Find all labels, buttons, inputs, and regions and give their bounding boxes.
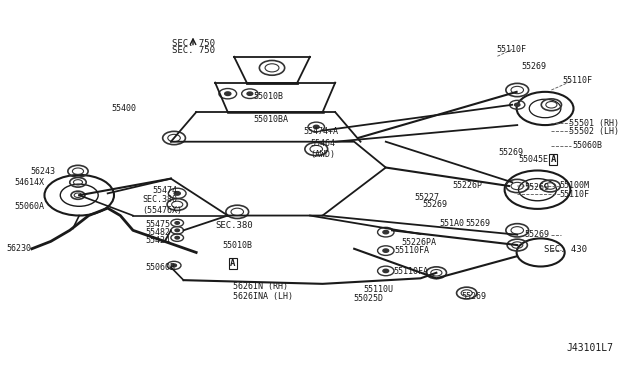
Text: 55502 (LH): 55502 (LH) bbox=[569, 127, 619, 136]
Text: 56243: 56243 bbox=[31, 167, 56, 176]
Text: 55227: 55227 bbox=[414, 193, 439, 202]
Circle shape bbox=[515, 103, 520, 106]
Text: 55269: 55269 bbox=[461, 292, 486, 301]
Text: 55060B: 55060B bbox=[146, 263, 175, 272]
Text: 55025D: 55025D bbox=[354, 294, 384, 303]
Text: 55482: 55482 bbox=[146, 228, 171, 237]
Text: 56230: 56230 bbox=[7, 244, 32, 253]
Text: 55010B: 55010B bbox=[222, 241, 252, 250]
Text: 55100M: 55100M bbox=[559, 182, 589, 190]
Text: 55110F: 55110F bbox=[497, 45, 526, 54]
Text: 55110U: 55110U bbox=[364, 285, 394, 294]
Circle shape bbox=[225, 92, 231, 96]
Text: 55110F: 55110F bbox=[559, 190, 589, 199]
Circle shape bbox=[172, 264, 177, 267]
Circle shape bbox=[247, 92, 253, 95]
Text: 55226PA: 55226PA bbox=[401, 238, 436, 247]
Text: 55045E: 55045E bbox=[518, 155, 548, 164]
Text: 55269: 55269 bbox=[525, 183, 550, 192]
Circle shape bbox=[383, 231, 388, 234]
Circle shape bbox=[383, 269, 388, 273]
Circle shape bbox=[383, 249, 388, 252]
Text: 55010BA: 55010BA bbox=[253, 115, 288, 124]
Circle shape bbox=[174, 192, 180, 195]
Circle shape bbox=[314, 125, 319, 129]
Circle shape bbox=[175, 222, 179, 224]
Text: 55474: 55474 bbox=[152, 186, 177, 195]
Text: 551A0: 551A0 bbox=[440, 219, 465, 228]
Text: 55110FA: 55110FA bbox=[395, 246, 429, 255]
Text: 55269: 55269 bbox=[525, 230, 550, 239]
Text: 55269: 55269 bbox=[522, 61, 547, 71]
Text: 55501 (RH): 55501 (RH) bbox=[569, 119, 619, 128]
Text: 55269: 55269 bbox=[422, 200, 447, 209]
Text: 55269: 55269 bbox=[465, 219, 490, 228]
Text: 55110FA: 55110FA bbox=[394, 267, 428, 276]
Text: SEC. 430: SEC. 430 bbox=[544, 245, 587, 254]
Text: 55424: 55424 bbox=[146, 236, 171, 245]
Circle shape bbox=[175, 229, 179, 232]
Text: 55464
(AWD): 55464 (AWD) bbox=[310, 140, 335, 159]
Circle shape bbox=[175, 236, 179, 239]
Text: 55400: 55400 bbox=[111, 104, 136, 113]
Text: 55010B: 55010B bbox=[253, 92, 283, 101]
Text: 55474+A: 55474+A bbox=[303, 127, 339, 136]
Text: SEC. 750: SEC. 750 bbox=[172, 39, 214, 48]
Text: A: A bbox=[550, 155, 556, 164]
Text: 55060A: 55060A bbox=[15, 202, 44, 211]
Text: 55060B: 55060B bbox=[572, 141, 602, 150]
Text: 54614X: 54614X bbox=[15, 178, 44, 187]
Text: SEC.380: SEC.380 bbox=[215, 221, 253, 230]
Text: J43101L7: J43101L7 bbox=[566, 343, 613, 353]
Text: SEC. 750: SEC. 750 bbox=[172, 46, 214, 55]
Text: 55110F: 55110F bbox=[563, 76, 593, 85]
Text: 55475: 55475 bbox=[146, 220, 171, 229]
Text: SEC.380
(55476X): SEC.380 (55476X) bbox=[143, 196, 182, 215]
Text: 5626IN (RH)
5626INA (LH): 5626IN (RH) 5626INA (LH) bbox=[233, 282, 293, 301]
Text: 55226P: 55226P bbox=[452, 182, 482, 190]
Text: 55269: 55269 bbox=[499, 148, 524, 157]
Text: A: A bbox=[230, 259, 236, 268]
